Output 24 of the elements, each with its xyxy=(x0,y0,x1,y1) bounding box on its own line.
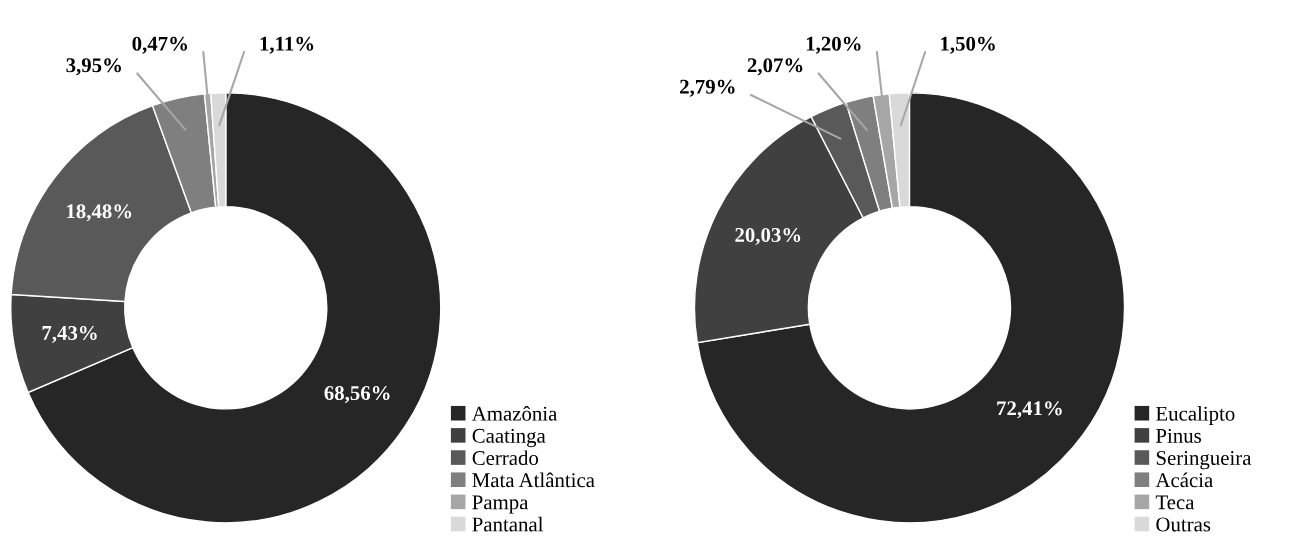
data-label: 1,50% xyxy=(941,36,995,54)
data-label: 7,43% xyxy=(42,325,97,343)
data-label: 1,11% xyxy=(260,36,314,54)
data-label: 18,48% xyxy=(67,204,132,222)
legend-label: Pampa xyxy=(472,495,529,514)
legend-label: Teca xyxy=(1155,495,1195,510)
legend-label: Acácia xyxy=(1155,472,1213,488)
data-label: 1,20% xyxy=(806,36,861,54)
data-label: 68,56% xyxy=(324,385,390,404)
data-label: 3,95% xyxy=(66,58,121,76)
legend-label: Pantanal xyxy=(472,516,544,532)
data-label: 20,03% xyxy=(735,227,801,245)
legend-label: Seringueira xyxy=(1156,451,1252,470)
data-label: 2,07% xyxy=(747,58,803,76)
legend-label: Amazônia xyxy=(471,406,558,421)
data-label: 2,79% xyxy=(680,79,735,97)
legend-label: Cerrado xyxy=(472,450,539,466)
legend-label: Mata Atlântica xyxy=(472,472,595,488)
data-label: 0,47% xyxy=(132,36,187,54)
legend-label: Eucalipto xyxy=(1156,406,1235,425)
legend-label: Caatinga xyxy=(472,428,546,448)
data-label: 72,41% xyxy=(997,401,1062,419)
legend-label: Pinus xyxy=(1156,428,1201,443)
legend-label: Outras xyxy=(1156,517,1211,532)
